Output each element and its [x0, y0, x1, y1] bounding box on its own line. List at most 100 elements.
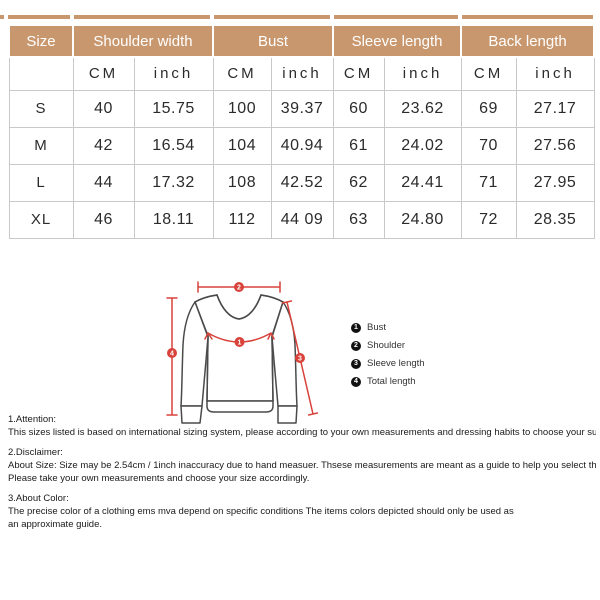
cell-bust-cm: 108 [212, 163, 272, 202]
legend-label: Sleeve length [367, 358, 425, 369]
note-disclaimer: 2.Disclaimer: About Size: Size may be 2.… [8, 446, 596, 485]
note-attention: 1.Attention: This sizes listed is based … [8, 413, 596, 439]
header-size: Size [8, 24, 74, 58]
sweater-right-cuff [277, 405, 298, 424]
unit-cell [8, 56, 74, 91]
cell-shoulder-in: 15.75 [133, 89, 214, 128]
sweater-hem-band [206, 400, 274, 413]
cell-bust-cm: 112 [212, 200, 272, 239]
table-row-m: M 42 16.54 104 40.94 61 24.02 70 27.56 [8, 126, 595, 165]
cell-back-in: 27.56 [515, 126, 595, 165]
table-row-s: S 40 15.75 100 39.37 60 23.62 69 27.17 [8, 89, 595, 128]
sweater-shoulder-neck-line [194, 294, 284, 303]
svg-text:1: 1 [238, 340, 242, 347]
unit-cell: inch [270, 56, 334, 91]
unit-cell: inch [133, 56, 214, 91]
cell-back-cm: 71 [460, 163, 517, 202]
legend-item-shoulder: 2 Shoulder [351, 339, 425, 352]
table-row-xl: XL 46 18.11 112 44 09 63 24.80 72 28.35 [8, 200, 595, 239]
top-border-dash [0, 15, 4, 19]
cell-shoulder-cm: 46 [72, 200, 135, 239]
legend-item-total-length: 4 Total length [351, 375, 425, 388]
unit-cell: CM [460, 56, 517, 91]
cell-back-cm: 72 [460, 200, 517, 239]
header-bust: Bust [212, 24, 335, 58]
cell-sleeve-cm: 62 [332, 163, 385, 202]
note-heading: 3.About Color: [8, 493, 69, 504]
legend-number-icon: 2 [351, 340, 361, 351]
bust-marker: 1 [234, 337, 245, 347]
cell-bust-in: 40.94 [270, 126, 334, 165]
cell-shoulder-in: 16.54 [133, 126, 214, 165]
total-length-marker: 4 [167, 348, 177, 358]
svg-text:4: 4 [170, 351, 174, 358]
note-line: The precise color of a clothing ems mva … [8, 506, 514, 517]
legend-number-icon: 1 [351, 322, 361, 333]
cell-bust-in: 42.52 [270, 163, 334, 202]
note-line: an approximate guide. [8, 519, 103, 530]
header-sleeve-length: Sleeve length [332, 24, 463, 58]
cell-sleeve-cm: 63 [332, 200, 385, 239]
unit-cell: CM [332, 56, 385, 91]
table-row-l: L 44 17.32 108 42.52 62 24.41 71 27.95 [8, 163, 595, 202]
table-top-border [8, 15, 593, 19]
header-shoulder-width: Shoulder width [71, 24, 215, 58]
measurement-legend: 1 Bust 2 Shoulder 3 Sleeve length 4 Tota… [351, 321, 425, 393]
note-line: Please take your own measurements and ch… [8, 473, 310, 484]
cell-shoulder-cm: 40 [72, 89, 135, 128]
unit-cell: inch [515, 56, 595, 91]
table-header-row: Size Shoulder width Bust Sleeve length B… [8, 24, 596, 58]
size-table: Size Shoulder width Bust Sleeve length B… [8, 24, 596, 239]
table-unit-row: CM inch CM inch CM inch CM inch [8, 56, 595, 91]
cell-bust-in: 39.37 [270, 89, 334, 128]
legend-label: Shoulder [367, 340, 406, 351]
top-border-segment [214, 15, 330, 19]
svg-text:2: 2 [237, 285, 241, 292]
top-border-segment [8, 15, 70, 19]
legend-number-icon: 4 [351, 376, 361, 387]
legend-item-bust: 1 Bust [351, 321, 425, 334]
sweater-vneck-line [216, 294, 262, 320]
sweater-left-sleeve [180, 301, 209, 407]
cell-sleeve-in: 24.80 [383, 200, 462, 239]
sleeve-marker: 3 [295, 353, 305, 363]
cell-back-cm: 69 [460, 89, 517, 128]
unit-cell: inch [383, 56, 462, 91]
shoulder-marker: 2 [234, 282, 244, 292]
cell-back-cm: 70 [460, 126, 517, 165]
header-back-length: Back length [460, 24, 596, 58]
cell-sleeve-in: 23.62 [383, 89, 462, 128]
legend-item-sleeve-length: 3 Sleeve length [351, 357, 425, 370]
cell-size: XL [8, 200, 74, 239]
cell-sleeve-in: 24.02 [383, 126, 462, 165]
cell-size: L [8, 163, 74, 202]
cell-size: S [8, 89, 74, 128]
cell-sleeve-cm: 61 [332, 126, 385, 165]
sweater-diagram: 1 2 3 4 [166, 281, 319, 424]
legend-label: Bust [367, 322, 387, 333]
cell-sleeve-cm: 60 [332, 89, 385, 128]
cell-sleeve-in: 24.41 [383, 163, 462, 202]
cell-shoulder-cm: 42 [72, 126, 135, 165]
sweater-left-cuff [180, 405, 203, 424]
cell-back-in: 28.35 [515, 200, 595, 239]
notes-section: 1.Attention: This sizes listed is based … [8, 413, 596, 538]
top-border-segment [334, 15, 458, 19]
unit-cell: CM [72, 56, 135, 91]
note-heading: 1.Attention: [8, 414, 57, 425]
note-line: This sizes listed is based on internatio… [8, 427, 596, 438]
legend-number-icon: 3 [351, 358, 361, 369]
cell-back-in: 27.17 [515, 89, 595, 128]
legend-label: Total length [367, 376, 416, 387]
cell-size: M [8, 126, 74, 165]
note-line: About Size: Size may be 2.54cm / 1inch i… [8, 460, 596, 471]
cell-shoulder-cm: 44 [72, 163, 135, 202]
top-border-segment [74, 15, 210, 19]
cell-shoulder-in: 17.32 [133, 163, 214, 202]
top-border-segment [462, 15, 593, 19]
note-about-color: 3.About Color: The precise color of a cl… [8, 492, 596, 531]
note-heading: 2.Disclaimer: [8, 447, 63, 458]
unit-cell: CM [212, 56, 272, 91]
cell-shoulder-in: 18.11 [133, 200, 214, 239]
